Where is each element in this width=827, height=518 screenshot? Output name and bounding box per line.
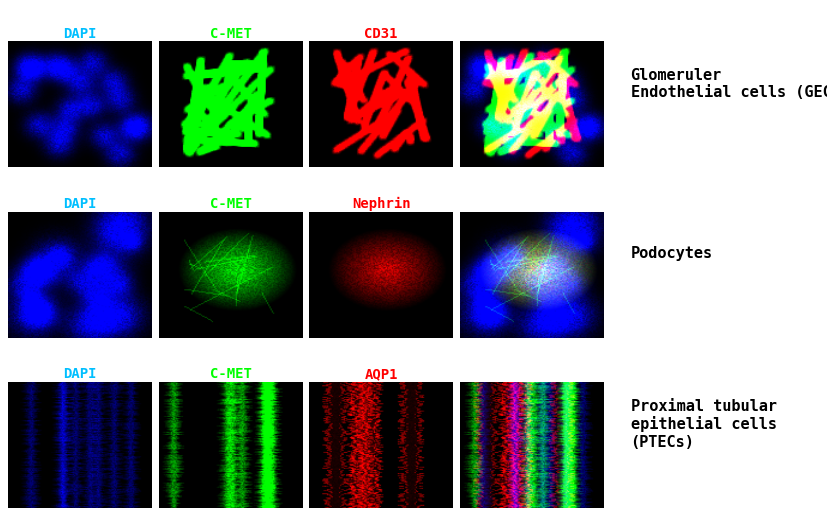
Text: Podocytes: Podocytes xyxy=(630,247,713,262)
Text: Merge: Merge xyxy=(511,197,552,211)
Text: CD31: CD31 xyxy=(365,26,398,41)
Text: AQP1: AQP1 xyxy=(365,367,398,381)
Text: Nephrin: Nephrin xyxy=(352,197,410,211)
Text: DAPI: DAPI xyxy=(64,367,97,381)
Text: Merge: Merge xyxy=(511,367,552,381)
Text: DAPI: DAPI xyxy=(64,26,97,41)
Text: C-MET: C-MET xyxy=(210,26,251,41)
Text: C-MET: C-MET xyxy=(210,367,251,381)
Text: DAPI: DAPI xyxy=(64,197,97,211)
Text: C-MET: C-MET xyxy=(210,197,251,211)
Text: Merge: Merge xyxy=(511,26,552,41)
Text: Proximal tubular
epithelial cells
(PTECs): Proximal tubular epithelial cells (PTECs… xyxy=(630,398,777,450)
Text: Glomeruler
Endothelial cells (GECs): Glomeruler Endothelial cells (GECs) xyxy=(630,68,827,100)
